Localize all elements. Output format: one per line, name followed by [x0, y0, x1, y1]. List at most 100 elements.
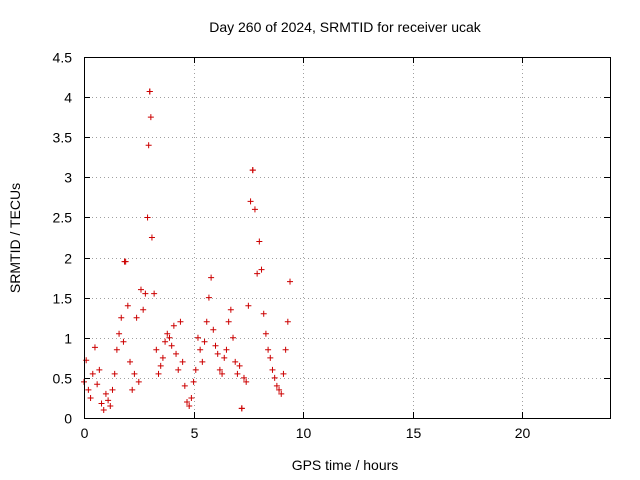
data-point — [240, 374, 247, 381]
data-point — [100, 406, 107, 413]
data-point — [258, 266, 265, 273]
data-point — [243, 378, 250, 385]
data-point — [140, 306, 147, 313]
data-point — [203, 318, 210, 325]
data-point — [188, 394, 195, 401]
y-tick-label: 0 — [64, 411, 72, 427]
x-axis-label: GPS time / hours — [292, 457, 399, 473]
data-point — [234, 370, 241, 377]
x-tick-label: 15 — [406, 425, 422, 441]
data-point — [284, 318, 291, 325]
notable-data-point — [121, 258, 128, 265]
data-point — [278, 390, 285, 397]
data-point — [245, 302, 252, 309]
data-point — [131, 370, 138, 377]
data-point — [219, 370, 226, 377]
data-point — [127, 358, 134, 365]
data-point — [236, 362, 243, 369]
data-point — [118, 314, 125, 321]
notable-data-point — [146, 88, 153, 95]
chart-title: Day 260 of 2024, SRMTID for receiver uca… — [209, 19, 482, 35]
data-point — [116, 330, 123, 337]
data-point — [271, 374, 278, 381]
data-point — [201, 338, 208, 345]
data-point — [151, 290, 158, 297]
data-point — [194, 334, 201, 341]
grid-lines — [84, 57, 610, 418]
data-point — [155, 370, 162, 377]
data-point — [265, 346, 272, 353]
data-point — [179, 358, 186, 365]
data-point — [166, 334, 173, 341]
data-point — [205, 294, 212, 301]
data-point — [269, 366, 276, 373]
data-point — [216, 366, 223, 373]
data-point — [137, 286, 144, 293]
data-point — [175, 366, 182, 373]
data-point — [260, 310, 267, 317]
data-point — [91, 344, 98, 351]
data-point — [87, 394, 94, 401]
data-point — [227, 306, 234, 313]
y-tick-label: 0.5 — [53, 371, 73, 387]
data-point — [267, 354, 274, 361]
y-tick-label: 4.5 — [53, 50, 73, 66]
y-tick-labels: 0 0.5 1 1.5 2 2.5 3 3.5 4 4.5 — [53, 50, 73, 427]
data-point — [164, 330, 171, 337]
x-tick-label: 10 — [296, 425, 312, 441]
data-point — [170, 322, 177, 329]
data-point — [157, 362, 164, 369]
data-point — [173, 350, 180, 357]
data-point — [262, 330, 269, 337]
data-point — [199, 358, 206, 365]
data-point — [184, 398, 191, 405]
x-tick-label: 5 — [191, 425, 199, 441]
data-point — [276, 386, 283, 393]
data-point — [177, 318, 184, 325]
data-point — [208, 274, 215, 281]
data-point — [192, 366, 199, 373]
y-tick-label: 2 — [64, 251, 72, 267]
data-point — [144, 214, 151, 221]
data-point — [147, 114, 154, 121]
notable-data-point — [238, 405, 245, 412]
data-point — [98, 400, 105, 407]
axis-ticks — [84, 57, 610, 419]
data-point — [247, 198, 254, 205]
data-point — [159, 354, 166, 361]
data-point — [280, 370, 287, 377]
x-tick-labels: 0 5 10 15 20 — [81, 425, 531, 441]
data-point — [251, 206, 258, 213]
data-points — [81, 88, 294, 413]
data-point — [197, 346, 204, 353]
data-point — [168, 342, 175, 349]
data-point — [135, 378, 142, 385]
data-point — [109, 386, 116, 393]
data-point — [287, 278, 294, 285]
x-tick-label: 0 — [81, 425, 89, 441]
data-point — [96, 366, 103, 373]
y-tick-label: 3 — [64, 170, 72, 186]
plot-frame — [84, 57, 611, 419]
data-point — [129, 386, 136, 393]
y-tick-label: 1.5 — [53, 291, 73, 307]
data-point — [221, 354, 228, 361]
data-point — [153, 346, 160, 353]
data-point — [190, 378, 197, 385]
data-point — [162, 338, 169, 345]
data-point — [282, 346, 289, 353]
x-tick-label: 20 — [515, 425, 531, 441]
data-point — [107, 402, 114, 409]
data-point — [148, 234, 155, 241]
data-point — [133, 314, 140, 321]
data-point — [102, 390, 109, 397]
y-tick-label: 1 — [64, 331, 72, 347]
y-tick-label: 3.5 — [53, 130, 73, 146]
data-point — [145, 142, 152, 149]
y-axis-label: SRMTID / TECUs — [7, 183, 23, 293]
data-point — [105, 397, 112, 404]
data-point — [273, 382, 280, 389]
data-point — [124, 302, 131, 309]
data-point — [113, 346, 120, 353]
